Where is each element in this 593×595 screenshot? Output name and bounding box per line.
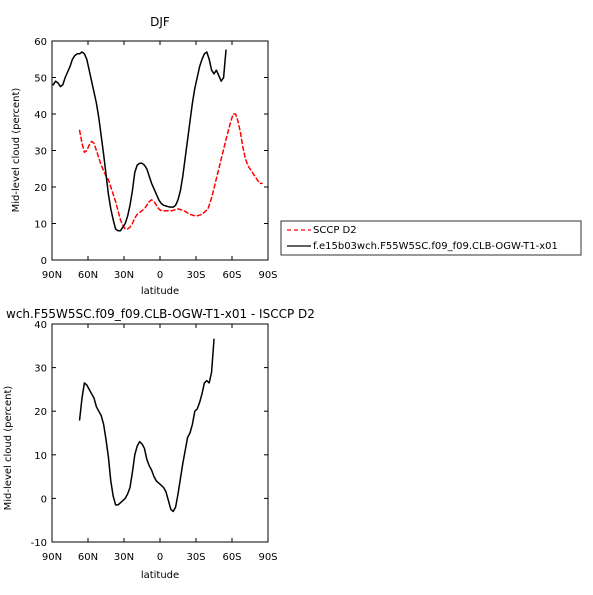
- top-x-axis-label: latitude: [141, 286, 179, 297]
- top-y-axis-label: Mid-level cloud (percent): [11, 88, 22, 213]
- top-chart-title: DJF: [150, 15, 170, 29]
- bottom-series-line-0: [78, 338, 215, 513]
- top-y-tick-label: 10: [34, 220, 47, 231]
- top-x-tick-label: 30S: [186, 270, 205, 281]
- top-x-tick-label: 90S: [258, 270, 277, 281]
- legend: SCCP D2 f.e15b03wch.F55W5SC.f09_f09.CLB-…: [280, 220, 582, 256]
- bottom-y-tick-label: 0: [41, 494, 47, 505]
- bottom-y-axis-label: Mid-level cloud (percent): [3, 386, 14, 511]
- bottom-y-tick-label: -10: [31, 538, 47, 549]
- top-y-tick-label: 50: [34, 74, 47, 85]
- top-x-tick-label: 0: [157, 270, 163, 281]
- bottom-plot-frame: [51, 323, 269, 543]
- bottom-y-tick-label: 10: [34, 451, 47, 462]
- top-series-group: [52, 49, 263, 232]
- top-x-tick-label: 60S: [222, 270, 241, 281]
- top-panel: DJF 90N 60N 30N 0 30S 60S 90S 0 10 20 30 40 50 60 lat…: [11, 15, 582, 297]
- top-y-tick-label: 30: [34, 147, 47, 158]
- bottom-x-tick-label: 60S: [222, 552, 241, 563]
- bottom-x-tick-label: 30N: [114, 552, 134, 563]
- bottom-x-axis-label: latitude: [141, 570, 179, 581]
- top-series-line-0: [78, 113, 263, 230]
- top-series-line-1: [52, 49, 227, 232]
- top-x-tick-label: 30N: [114, 270, 134, 281]
- bottom-chart-title: wch.F55W5SC.f09_f09.CLB-OGW-T1-x01 - ISC…: [6, 307, 315, 321]
- bottom-x-tick-label: 30S: [186, 552, 205, 563]
- bottom-ticks: 90N 60N 30N 0 30S 60S 90S -10 0 10 20 30 40: [31, 320, 278, 563]
- legend-box: [280, 220, 582, 256]
- bottom-x-tick-label: 60N: [78, 552, 98, 563]
- top-y-tick-label: 60: [34, 37, 47, 48]
- top-ticks: 90N 60N 30N 0 30S 60S 90S 0 10 20 30 40 50 60: [34, 37, 277, 281]
- bottom-y-tick-label: 40: [34, 320, 47, 331]
- bottom-x-tick-label: 90S: [258, 552, 277, 563]
- top-y-tick-label: 0: [41, 256, 47, 267]
- bottom-x-tick-label: 0: [157, 552, 163, 563]
- top-y-tick-label: 40: [34, 110, 47, 121]
- bottom-y-tick-label: 30: [34, 364, 47, 375]
- legend-label-model: f.e15b03wch.F55W5SC.f09_f09.CLB-OGW-T1-x…: [313, 241, 558, 252]
- legend-label-sccp: SCCP D2: [313, 225, 357, 236]
- bottom-series-group: [78, 338, 215, 513]
- top-x-tick-label: 60N: [78, 270, 98, 281]
- bottom-x-tick-label: 90N: [42, 552, 62, 563]
- top-y-tick-label: 20: [34, 183, 47, 194]
- bottom-y-tick-label: 20: [34, 407, 47, 418]
- top-x-tick-label: 90N: [42, 270, 62, 281]
- bottom-panel: wch.F55W5SC.f09_f09.CLB-OGW-T1-x01 - ISC…: [3, 307, 315, 581]
